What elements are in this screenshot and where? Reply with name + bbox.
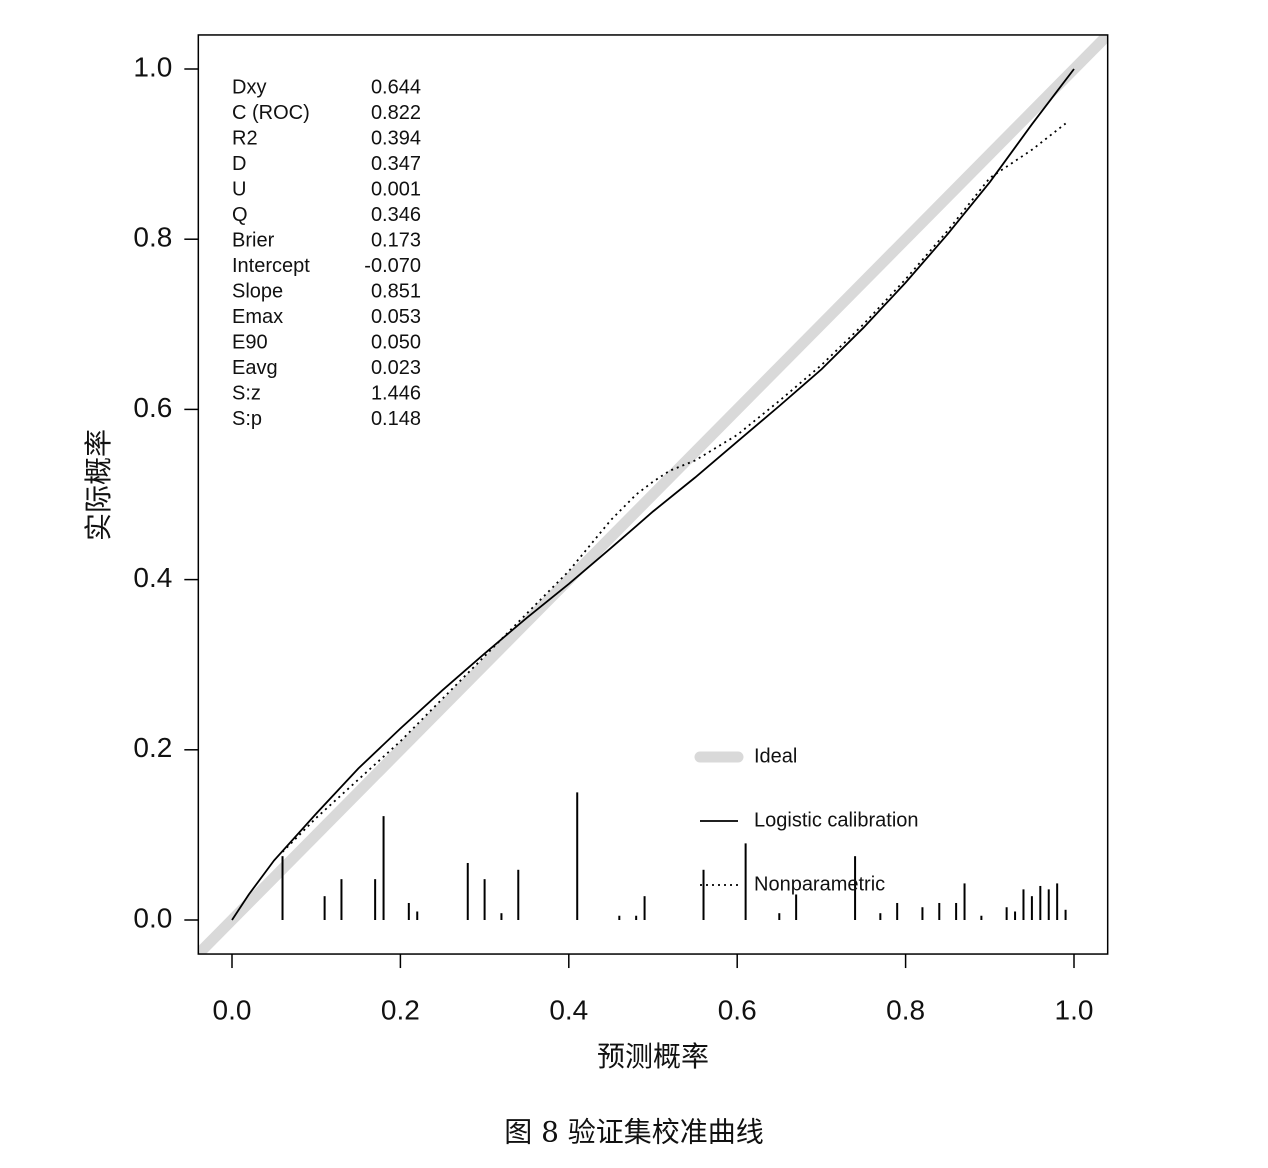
y-tick-label: 1.0 xyxy=(133,51,172,82)
legend-label: Logistic calibration xyxy=(754,809,919,831)
series-line-logistic-calibration xyxy=(231,68,1075,921)
stat-value: 0.822 xyxy=(371,102,421,124)
y-tick-label: 0.2 xyxy=(133,732,172,763)
stat-name: R2 xyxy=(232,127,258,149)
stat-value: 0.173 xyxy=(371,229,421,251)
series-layer xyxy=(198,34,1108,955)
series-line-nonparametric xyxy=(281,122,1067,853)
stat-name: C (ROC) xyxy=(232,102,310,124)
axes-layer: 0.0 0.2 0.4 0.6 0.8 1.0 0.0 0.2 0.4 0.6 0.8 1.0 xyxy=(133,34,1109,1025)
figure-caption: 图 8 验证集校准曲线 xyxy=(504,1116,764,1149)
stat-value: 1.446 xyxy=(371,382,421,404)
stat-value: 0.050 xyxy=(371,331,421,353)
stat-value: 0.148 xyxy=(371,408,421,430)
stat-value: 0.346 xyxy=(371,204,421,226)
x-tick-label: 0.8 xyxy=(886,994,925,1025)
plot-border xyxy=(197,34,1109,955)
stats-layer: Dxy 0.644 C (ROC) 0.822 R2 0.394 D 0.347 U 0.001 Q… xyxy=(232,76,421,430)
stat-value: 0.001 xyxy=(371,178,421,200)
stat-name: Q xyxy=(232,204,248,226)
x-axis-title: 预测概率 xyxy=(597,1040,709,1073)
stat-name: D xyxy=(232,153,246,175)
stat-name: Emax xyxy=(232,306,283,328)
x-tick-label: 0.4 xyxy=(549,994,588,1025)
x-tick-label: 0.6 xyxy=(718,994,757,1025)
legend-label: Ideal xyxy=(754,745,797,767)
y-tick-label: 0.6 xyxy=(133,392,172,423)
y-tick-label: 0.0 xyxy=(133,902,172,933)
stat-name: Brier xyxy=(232,229,275,251)
stat-value: 0.644 xyxy=(371,76,421,98)
y-tick-label: 0.4 xyxy=(133,562,172,593)
stat-value: 0.394 xyxy=(371,127,421,149)
stat-value: 0.023 xyxy=(371,357,421,379)
stat-name: E90 xyxy=(232,331,268,353)
stat-name: S:p xyxy=(232,408,262,430)
y-tick-label: 0.8 xyxy=(133,222,172,253)
stat-value: 0.851 xyxy=(371,280,421,302)
stat-value: 0.053 xyxy=(371,306,421,328)
stat-name: S:z xyxy=(232,382,261,404)
x-tick-label: 0.2 xyxy=(381,994,420,1025)
stat-name: Slope xyxy=(232,280,283,302)
x-tick-label: 0.0 xyxy=(213,994,252,1025)
y-axis-title: 实际概率 xyxy=(82,429,115,541)
stat-name: Eavg xyxy=(232,357,278,379)
stat-name: U xyxy=(232,178,246,200)
series-line-ideal xyxy=(198,34,1108,955)
stat-value: -0.070 xyxy=(364,255,421,277)
stat-name: Intercept xyxy=(232,255,310,277)
stat-name: Dxy xyxy=(232,76,266,98)
legend-label: Nonparametric xyxy=(754,873,885,895)
legend: Ideal Logistic calibration Nonparametric xyxy=(694,745,919,895)
rug-layer xyxy=(281,792,1067,920)
x-tick-label: 1.0 xyxy=(1055,994,1094,1025)
stat-value: 0.347 xyxy=(371,153,421,175)
